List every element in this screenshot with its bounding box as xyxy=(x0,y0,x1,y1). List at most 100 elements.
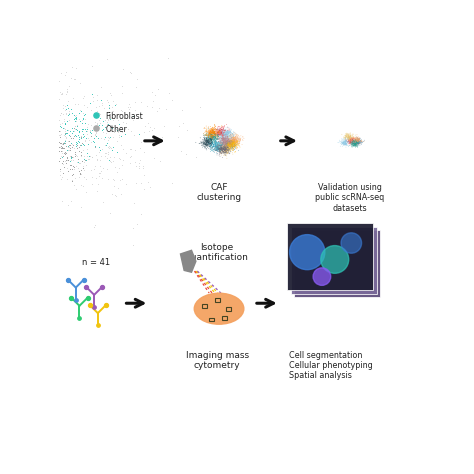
Point xyxy=(216,145,224,153)
Point xyxy=(348,133,356,140)
Point xyxy=(225,128,232,136)
Point xyxy=(205,134,212,141)
Point xyxy=(220,139,228,146)
Point xyxy=(210,120,218,128)
Point xyxy=(218,134,225,141)
Point xyxy=(229,136,237,143)
Point xyxy=(353,138,361,146)
Point xyxy=(220,130,228,137)
Point xyxy=(215,145,222,152)
Point xyxy=(349,136,357,144)
Point xyxy=(354,136,362,144)
Point xyxy=(231,135,238,143)
Point xyxy=(209,146,216,154)
Point xyxy=(213,141,221,149)
Point xyxy=(203,128,211,136)
Point xyxy=(231,148,238,156)
Point xyxy=(226,125,234,133)
Point xyxy=(206,140,213,148)
Point xyxy=(224,139,232,147)
Point xyxy=(226,139,233,147)
Point xyxy=(202,137,210,144)
Point xyxy=(219,146,226,154)
Point xyxy=(222,131,229,138)
Point xyxy=(222,129,230,137)
Point xyxy=(214,126,221,133)
Point xyxy=(228,137,235,145)
Point xyxy=(236,139,244,146)
Point xyxy=(217,130,225,138)
Point xyxy=(77,170,84,178)
Point xyxy=(218,128,226,136)
Point xyxy=(105,150,112,157)
Point xyxy=(228,128,235,136)
Point xyxy=(353,136,360,144)
Point xyxy=(212,128,219,136)
Point xyxy=(210,142,218,150)
Point xyxy=(208,136,215,144)
Point xyxy=(206,130,214,138)
Point xyxy=(221,136,229,144)
Point xyxy=(73,127,81,134)
Point xyxy=(68,130,76,137)
Point xyxy=(219,146,227,153)
Point xyxy=(213,136,221,144)
Point xyxy=(203,138,211,146)
Point xyxy=(348,143,356,151)
Point xyxy=(212,140,219,147)
Point xyxy=(41,100,49,108)
Point xyxy=(356,138,364,146)
Point xyxy=(226,129,234,137)
Point xyxy=(223,147,230,155)
Point xyxy=(113,149,120,156)
Point xyxy=(41,233,48,241)
Point xyxy=(223,133,231,140)
Point xyxy=(355,137,363,145)
Point xyxy=(206,140,213,147)
Point xyxy=(219,139,227,147)
Point xyxy=(64,137,72,145)
Point xyxy=(226,137,234,145)
Point xyxy=(220,126,228,133)
Point xyxy=(205,136,212,144)
Point xyxy=(338,139,346,146)
Point xyxy=(88,154,96,161)
Point xyxy=(219,124,227,131)
Point xyxy=(232,137,239,144)
Point xyxy=(345,134,353,142)
Point xyxy=(355,137,362,145)
Point xyxy=(343,138,351,146)
Point xyxy=(213,145,221,152)
Point xyxy=(92,174,100,182)
Point xyxy=(103,120,111,128)
Point xyxy=(343,132,350,140)
Point xyxy=(210,126,217,133)
Point xyxy=(210,128,218,135)
Point xyxy=(174,133,182,141)
Point xyxy=(223,143,231,151)
Point xyxy=(357,137,365,145)
Point xyxy=(202,134,210,141)
Point xyxy=(221,144,229,152)
Point xyxy=(225,139,232,146)
Point xyxy=(224,127,231,134)
Point xyxy=(351,137,358,144)
Point xyxy=(220,135,228,143)
Point xyxy=(204,137,211,144)
Point xyxy=(343,137,350,145)
Point xyxy=(221,143,229,150)
Point xyxy=(231,136,239,143)
Point xyxy=(230,145,237,153)
Point xyxy=(342,140,349,148)
Point xyxy=(229,137,237,145)
Point xyxy=(206,129,213,137)
Point xyxy=(202,142,210,149)
Point xyxy=(346,129,354,137)
Point xyxy=(215,144,222,152)
Point xyxy=(230,139,238,146)
Point xyxy=(202,131,210,139)
Point xyxy=(213,146,220,154)
Point xyxy=(67,105,74,113)
Point xyxy=(235,140,242,147)
Point xyxy=(57,130,65,137)
